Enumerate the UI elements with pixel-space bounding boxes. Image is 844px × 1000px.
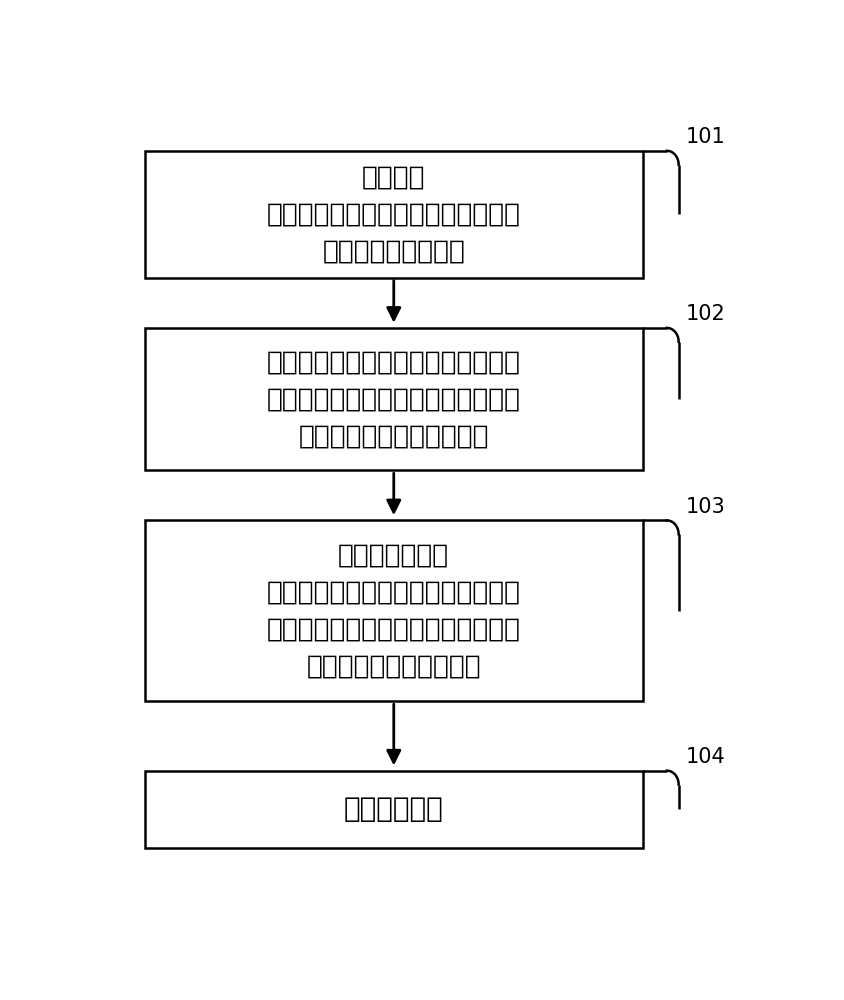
Text: 103: 103 — [684, 497, 724, 517]
Text: 粒子输入模拟：
调用蒙特卡罗数据库，利用蒙特卡罗
粒子输运原理进行粒子输运模拟，得
到剑量分布与标准差分布: 粒子输入模拟： 调用蒙特卡罗数据库，利用蒙特卡罗 粒子输运原理进行粒子输运模拟，… — [267, 542, 520, 679]
FancyBboxPatch shape — [145, 328, 642, 470]
Text: 101: 101 — [684, 127, 724, 147]
Text: 预处理：
输入病人影像、勾画信息、射野大小
、照射方向、源参数: 预处理： 输入病人影像、勾画信息、射野大小 、照射方向、源参数 — [267, 164, 520, 264]
Text: 模型处理：对病人影像进行重建，将
二维的病人影像重建为三维模型，并
将三维模型进行均匀网格化: 模型处理：对病人影像进行重建，将 二维的病人影像重建为三维模型，并 将三维模型进… — [267, 349, 520, 449]
Text: 104: 104 — [684, 747, 724, 767]
FancyBboxPatch shape — [145, 151, 642, 278]
Text: 输出模拟结果: 输出模拟结果 — [344, 795, 443, 823]
FancyBboxPatch shape — [145, 771, 642, 848]
Text: 102: 102 — [684, 304, 724, 324]
FancyBboxPatch shape — [145, 520, 642, 701]
